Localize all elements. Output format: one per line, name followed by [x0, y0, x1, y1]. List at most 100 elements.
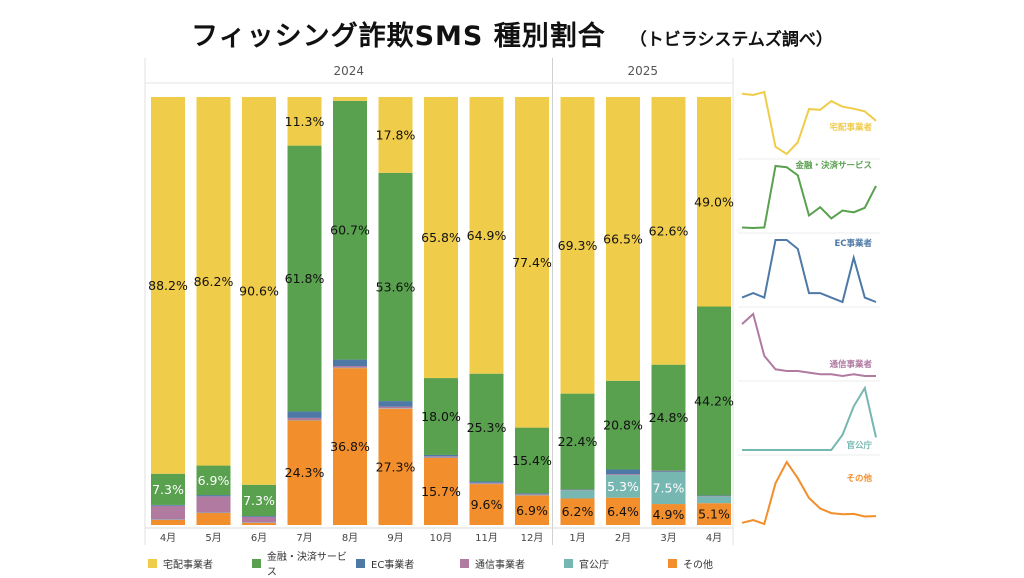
x-tick-label: 11月	[475, 532, 498, 544]
legend-swatch	[356, 559, 365, 568]
bar-segment	[197, 496, 231, 512]
data-label: 6.9%	[516, 503, 548, 518]
bar-segment	[424, 456, 458, 457]
data-label: 7.5%	[653, 481, 685, 496]
bar-segment	[242, 523, 276, 525]
data-label: 17.8%	[376, 127, 416, 142]
data-label: 6.4%	[607, 504, 639, 519]
bar-segment	[242, 516, 276, 517]
x-tick-label: 10月	[430, 532, 453, 544]
data-label: 6.9%	[198, 473, 230, 488]
x-tick-label: 4月	[160, 532, 176, 544]
data-label: 44.2%	[694, 394, 734, 409]
bar-segment	[606, 470, 640, 475]
data-label: 5.1%	[698, 507, 730, 522]
x-tick-label: 9月	[387, 532, 403, 544]
sparkline-label: EC事業者	[834, 238, 872, 249]
data-label: 7.3%	[243, 493, 275, 508]
x-tick-label: 6月	[251, 532, 267, 544]
bar-segment	[333, 97, 367, 101]
bar-segment	[470, 483, 504, 484]
legend-label: 通信事業者	[475, 556, 525, 571]
bar-segment	[197, 495, 231, 496]
data-label: 11.3%	[285, 114, 325, 129]
bar-segment	[561, 490, 595, 498]
bar-segment	[697, 496, 731, 503]
data-label: 88.2%	[148, 278, 188, 293]
sparkline-label: その他	[846, 473, 872, 484]
data-label: 9.6%	[471, 497, 503, 512]
legend-label: EC事業者	[371, 556, 414, 571]
legend-swatch	[668, 559, 677, 568]
legend-swatch	[252, 559, 261, 568]
data-label: 86.2%	[194, 274, 234, 289]
bar-segment	[424, 455, 458, 456]
data-label: 20.8%	[603, 418, 643, 433]
sparkline-label: 宅配事業者	[829, 122, 872, 133]
sparkline-1	[742, 166, 876, 228]
bar-segment	[288, 418, 322, 420]
sparkline-5	[742, 462, 876, 524]
data-label: 62.6%	[649, 223, 689, 238]
sparkline-label: 官公庁	[846, 440, 872, 451]
bar-segment	[151, 520, 185, 525]
group-header-2024: 2024	[333, 64, 364, 78]
bar-segment	[288, 411, 322, 417]
data-label: 27.3%	[376, 459, 416, 474]
data-label: 4.9%	[653, 507, 685, 522]
legend-swatch	[148, 559, 157, 568]
bar-segment	[151, 506, 185, 520]
data-label: 65.8%	[421, 230, 461, 245]
data-label: 66.5%	[603, 231, 643, 246]
legend-item: 官公庁	[564, 548, 668, 578]
sparkline-label: 通信事業者	[829, 359, 872, 370]
data-label: 77.4%	[512, 255, 552, 270]
bar-segment	[379, 401, 413, 407]
legend-label: 宅配事業者	[163, 556, 213, 571]
bar-segment	[470, 482, 504, 483]
sparkline-label: 金融・決済サービス	[794, 160, 872, 171]
bar-segment	[242, 517, 276, 523]
data-label: 36.8%	[330, 439, 370, 454]
bar-segment	[515, 494, 549, 495]
data-label: 61.8%	[285, 271, 325, 286]
legend-swatch	[564, 559, 573, 568]
legend-label: 金融・決済サービス	[267, 548, 356, 578]
group-header-2025: 2025	[627, 64, 658, 78]
x-tick-label: 5月	[205, 532, 221, 544]
legend-item: 金融・決済サービス	[252, 548, 356, 578]
data-label: 18.0%	[421, 409, 461, 424]
x-tick-label: 4月	[706, 532, 722, 544]
data-label: 15.4%	[512, 453, 552, 468]
legend-item: 通信事業者	[460, 548, 564, 578]
data-label: 6.2%	[562, 504, 594, 519]
x-tick-label: 1月	[569, 532, 585, 544]
legend-item: EC事業者	[356, 548, 460, 578]
x-tick-label: 12月	[521, 532, 544, 544]
x-tick-label: 2月	[615, 532, 631, 544]
data-label: 53.6%	[376, 279, 416, 294]
bar-segment	[606, 474, 640, 475]
legend-item: その他	[668, 548, 772, 578]
bar-segment	[333, 366, 367, 368]
data-label: 22.4%	[558, 434, 598, 449]
data-label: 64.9%	[467, 228, 507, 243]
bar-segment	[515, 493, 549, 494]
data-label: 5.3%	[607, 479, 639, 494]
bar-segment	[652, 471, 686, 472]
sparkline-2	[742, 240, 876, 302]
data-label: 90.6%	[239, 283, 279, 298]
legend-item: 宅配事業者	[148, 548, 252, 578]
bar-segment	[333, 360, 367, 366]
data-label: 60.7%	[330, 223, 370, 238]
bar-segment	[151, 505, 185, 506]
bar-segment	[197, 513, 231, 525]
legend-swatch	[460, 559, 469, 568]
data-label: 7.3%	[152, 482, 184, 497]
bar-segment	[379, 407, 413, 409]
x-tick-label: 7月	[296, 532, 312, 544]
data-label: 25.3%	[467, 420, 507, 435]
legend: 宅配事業者 金融・決済サービス EC事業者 通信事業者 官公庁その他	[148, 548, 772, 578]
data-label: 24.3%	[285, 465, 325, 480]
